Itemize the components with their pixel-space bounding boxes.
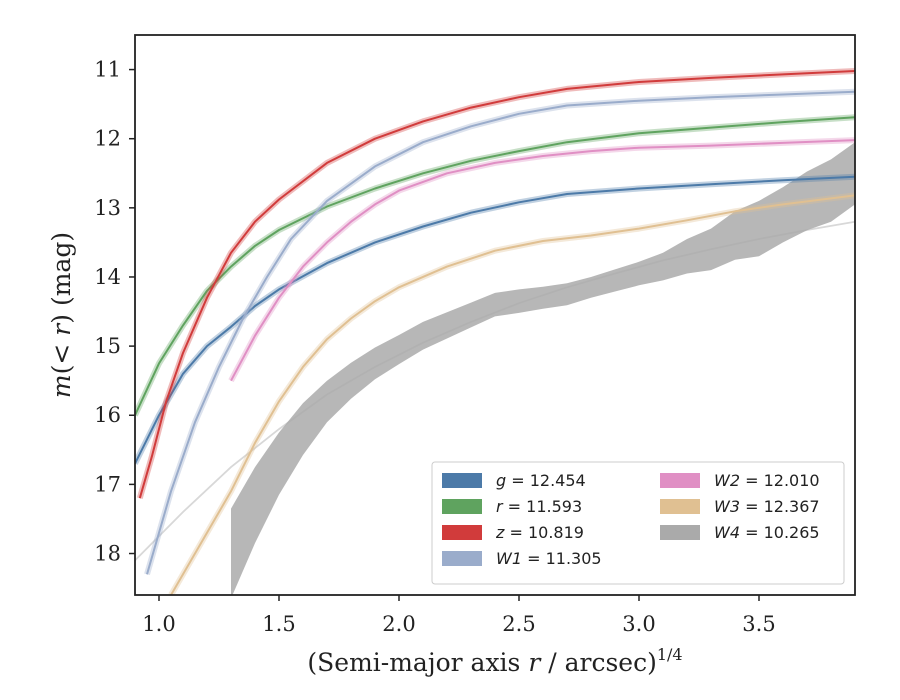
plot-frame: [134, 34, 856, 596]
series-band-W4: [231, 142, 855, 595]
x-tick-label: 3.5: [742, 612, 775, 636]
legend-swatch-r: [442, 499, 482, 514]
y-axis-title: m(< r) (mag): [47, 232, 76, 398]
x-axis-title-tail: / arcsec): [540, 648, 657, 677]
legend-label-W1: W1 = 11.305: [496, 549, 602, 568]
y-tick-label: 11: [94, 58, 121, 82]
y-axis-ticks: 11 12 13 14 15 16 17 18: [94, 58, 135, 566]
y-tick-label: 14: [94, 265, 121, 289]
x-tick-label: 2.0: [382, 612, 415, 636]
y-tick-label: 17: [94, 472, 121, 496]
legend-label-z: z = 10.819: [495, 523, 584, 542]
legend-label-W2: W2 = 12.010: [714, 471, 820, 490]
x-axis-title-var: r: [528, 648, 542, 677]
legend-swatch-W1: [442, 551, 482, 566]
legend-label-g: g = 12.454: [496, 471, 586, 490]
series-line-W1: [146, 90, 855, 575]
x-axis-title-power: 1/4: [657, 645, 683, 664]
x-tick-label: 1.0: [142, 612, 175, 636]
series-line-z: [138, 70, 855, 499]
y-axis-title-mid: (<: [47, 336, 76, 375]
series-line-W2: [230, 139, 855, 382]
x-tick-label: 2.5: [502, 612, 535, 636]
y-tick-label: 15: [94, 334, 121, 358]
legend-swatch-g: [442, 473, 482, 488]
y-axis-title-tail: ) (mag): [47, 232, 76, 324]
series-line-W3: [170, 194, 855, 595]
y-axis-title-r: r: [47, 322, 76, 336]
legend-swatch-W4: [660, 525, 700, 540]
legend-swatch-W3: [660, 499, 700, 514]
x-tick-label: 3.0: [622, 612, 655, 636]
legend-label-W3: W3 = 12.367: [714, 497, 820, 516]
y-tick-label: 16: [94, 403, 121, 427]
y-tick-label: 13: [94, 196, 121, 220]
legend-label-r: r = 11.593: [496, 497, 582, 516]
y-tick-label: 18: [94, 542, 121, 566]
y-axis-title-m: m: [47, 374, 76, 398]
legend-swatch-z: [442, 525, 482, 540]
legend: g = 12.454 r = 11.593 z = 10.819 W1 = 11.30…: [431, 461, 845, 585]
legend-label-W4: W4 = 10.265: [714, 523, 820, 542]
series-layer: [135, 68, 855, 595]
legend-swatch-W2: [660, 473, 700, 488]
series-line-g: [135, 175, 855, 465]
x-tick-label: 1.5: [262, 612, 295, 636]
x-axis-ticks: 1.0 1.5 2.0 2.5 3.0 3.5: [142, 595, 776, 636]
x-axis-title: (Semi-major axis r / arcsec)1/4: [307, 645, 682, 677]
y-tick-label: 12: [94, 127, 121, 151]
series-line-r: [135, 116, 855, 416]
x-axis-title-main: (Semi-major axis: [307, 648, 528, 677]
legend-box: [431, 461, 845, 585]
